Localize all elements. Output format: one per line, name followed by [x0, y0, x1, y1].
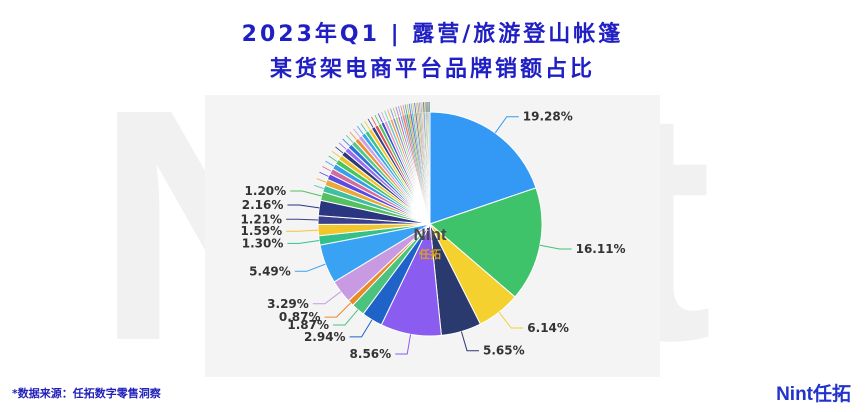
leader-tick: [390, 108, 395, 119]
slice-label: 1.20%: [245, 184, 287, 198]
pie-slices: [317, 111, 543, 337]
leader-tick: [374, 114, 380, 125]
leader-tick: [404, 104, 408, 115]
slice-label: 1.21%: [240, 212, 282, 226]
leader-tick: [414, 102, 417, 113]
leader-tick: [328, 155, 338, 162]
leader-line: [539, 244, 572, 250]
leader-tick: [367, 118, 374, 128]
leader-tick: [410, 103, 413, 114]
leader-line: [286, 229, 319, 232]
pie-slice: [429, 111, 537, 225]
slice-label: 5.65%: [483, 344, 525, 358]
leader-tick: [417, 102, 420, 113]
leader-tick: [331, 150, 341, 158]
leader-line: [287, 240, 320, 244]
leader-line: [287, 204, 320, 209]
leader-tick: [412, 103, 415, 114]
leader-tick: [316, 178, 327, 183]
leader-tick: [421, 102, 424, 113]
leader-tick: [360, 123, 367, 132]
slice-label: 1.59%: [241, 224, 283, 238]
leader-tick: [364, 120, 371, 130]
data-source-note: *数据来源：任拓数字零售洞察: [12, 387, 161, 400]
center-logo: Nint 任拓: [413, 225, 446, 261]
leader-line: [286, 218, 319, 221]
slice-label: 3.29%: [267, 297, 309, 311]
leader-tick: [395, 106, 400, 117]
leader-tick: [342, 138, 350, 147]
leader-line: [324, 302, 351, 318]
leader-tick: [338, 142, 347, 150]
leader-tick: [377, 113, 383, 123]
leader-tick: [319, 171, 329, 177]
leader-line: [395, 334, 412, 355]
slice-label: 0.87%: [279, 310, 321, 324]
slice-label: 2.16%: [242, 198, 284, 212]
leader-tick: [349, 131, 357, 140]
leader-tick: [402, 104, 406, 115]
brand-logo: Nint任拓: [776, 384, 851, 405]
slice-label: 1.87%: [287, 318, 329, 332]
slice-label: 5.49%: [249, 264, 291, 278]
leader-line: [460, 331, 479, 352]
leader-line: [290, 190, 322, 197]
leader-tick: [325, 160, 335, 167]
leader-line: [349, 319, 373, 338]
slice-label: 1.30%: [242, 236, 284, 250]
leader-tick: [406, 104, 410, 115]
leader-tick: [415, 102, 418, 113]
leader-tick: [371, 116, 377, 126]
leader-tick: [381, 111, 386, 122]
leader-line: [294, 263, 326, 272]
leader-tick: [420, 102, 422, 113]
slice-label: 8.56%: [350, 347, 392, 361]
slice-label: 6.14%: [527, 321, 569, 335]
slice-label: 2.94%: [304, 330, 346, 344]
leader-tick: [392, 107, 397, 118]
leader-lines: [286, 101, 572, 355]
pie-slice: [429, 187, 543, 298]
leader-tick: [322, 166, 332, 172]
slice-label: 16.11%: [576, 242, 626, 256]
leader-line: [498, 311, 524, 329]
center-logo-bottom: 任拓: [418, 247, 441, 261]
leader-tick: [353, 128, 361, 137]
leader-tick: [419, 102, 421, 113]
leader-line: [494, 116, 519, 134]
leader-line: [333, 309, 359, 326]
center-logo-top: Nint: [413, 225, 446, 244]
leader-tick: [335, 146, 344, 154]
leader-tick: [345, 135, 354, 143]
leader-tick: [384, 110, 389, 121]
chart-title-line1: 2023年Q1 | 露营/旅游登山帐篷: [241, 22, 624, 47]
pie-labels: 19.28% 16.11% 6.14%5.65% 8.56% 2.94%1.87%0.8…: [240, 110, 625, 361]
leader-tick: [400, 105, 404, 116]
leader-tick: [314, 185, 324, 189]
leader-tick: [398, 106, 402, 116]
leader-tick: [387, 109, 392, 120]
leader-tick: [356, 125, 364, 135]
slice-label: 19.28%: [523, 110, 573, 124]
leader-tick: [423, 102, 425, 113]
leader-line: [312, 291, 342, 305]
chart-title-line2: 某货架电商平台品牌销额占比: [269, 57, 595, 82]
leader-tick: [408, 103, 412, 114]
